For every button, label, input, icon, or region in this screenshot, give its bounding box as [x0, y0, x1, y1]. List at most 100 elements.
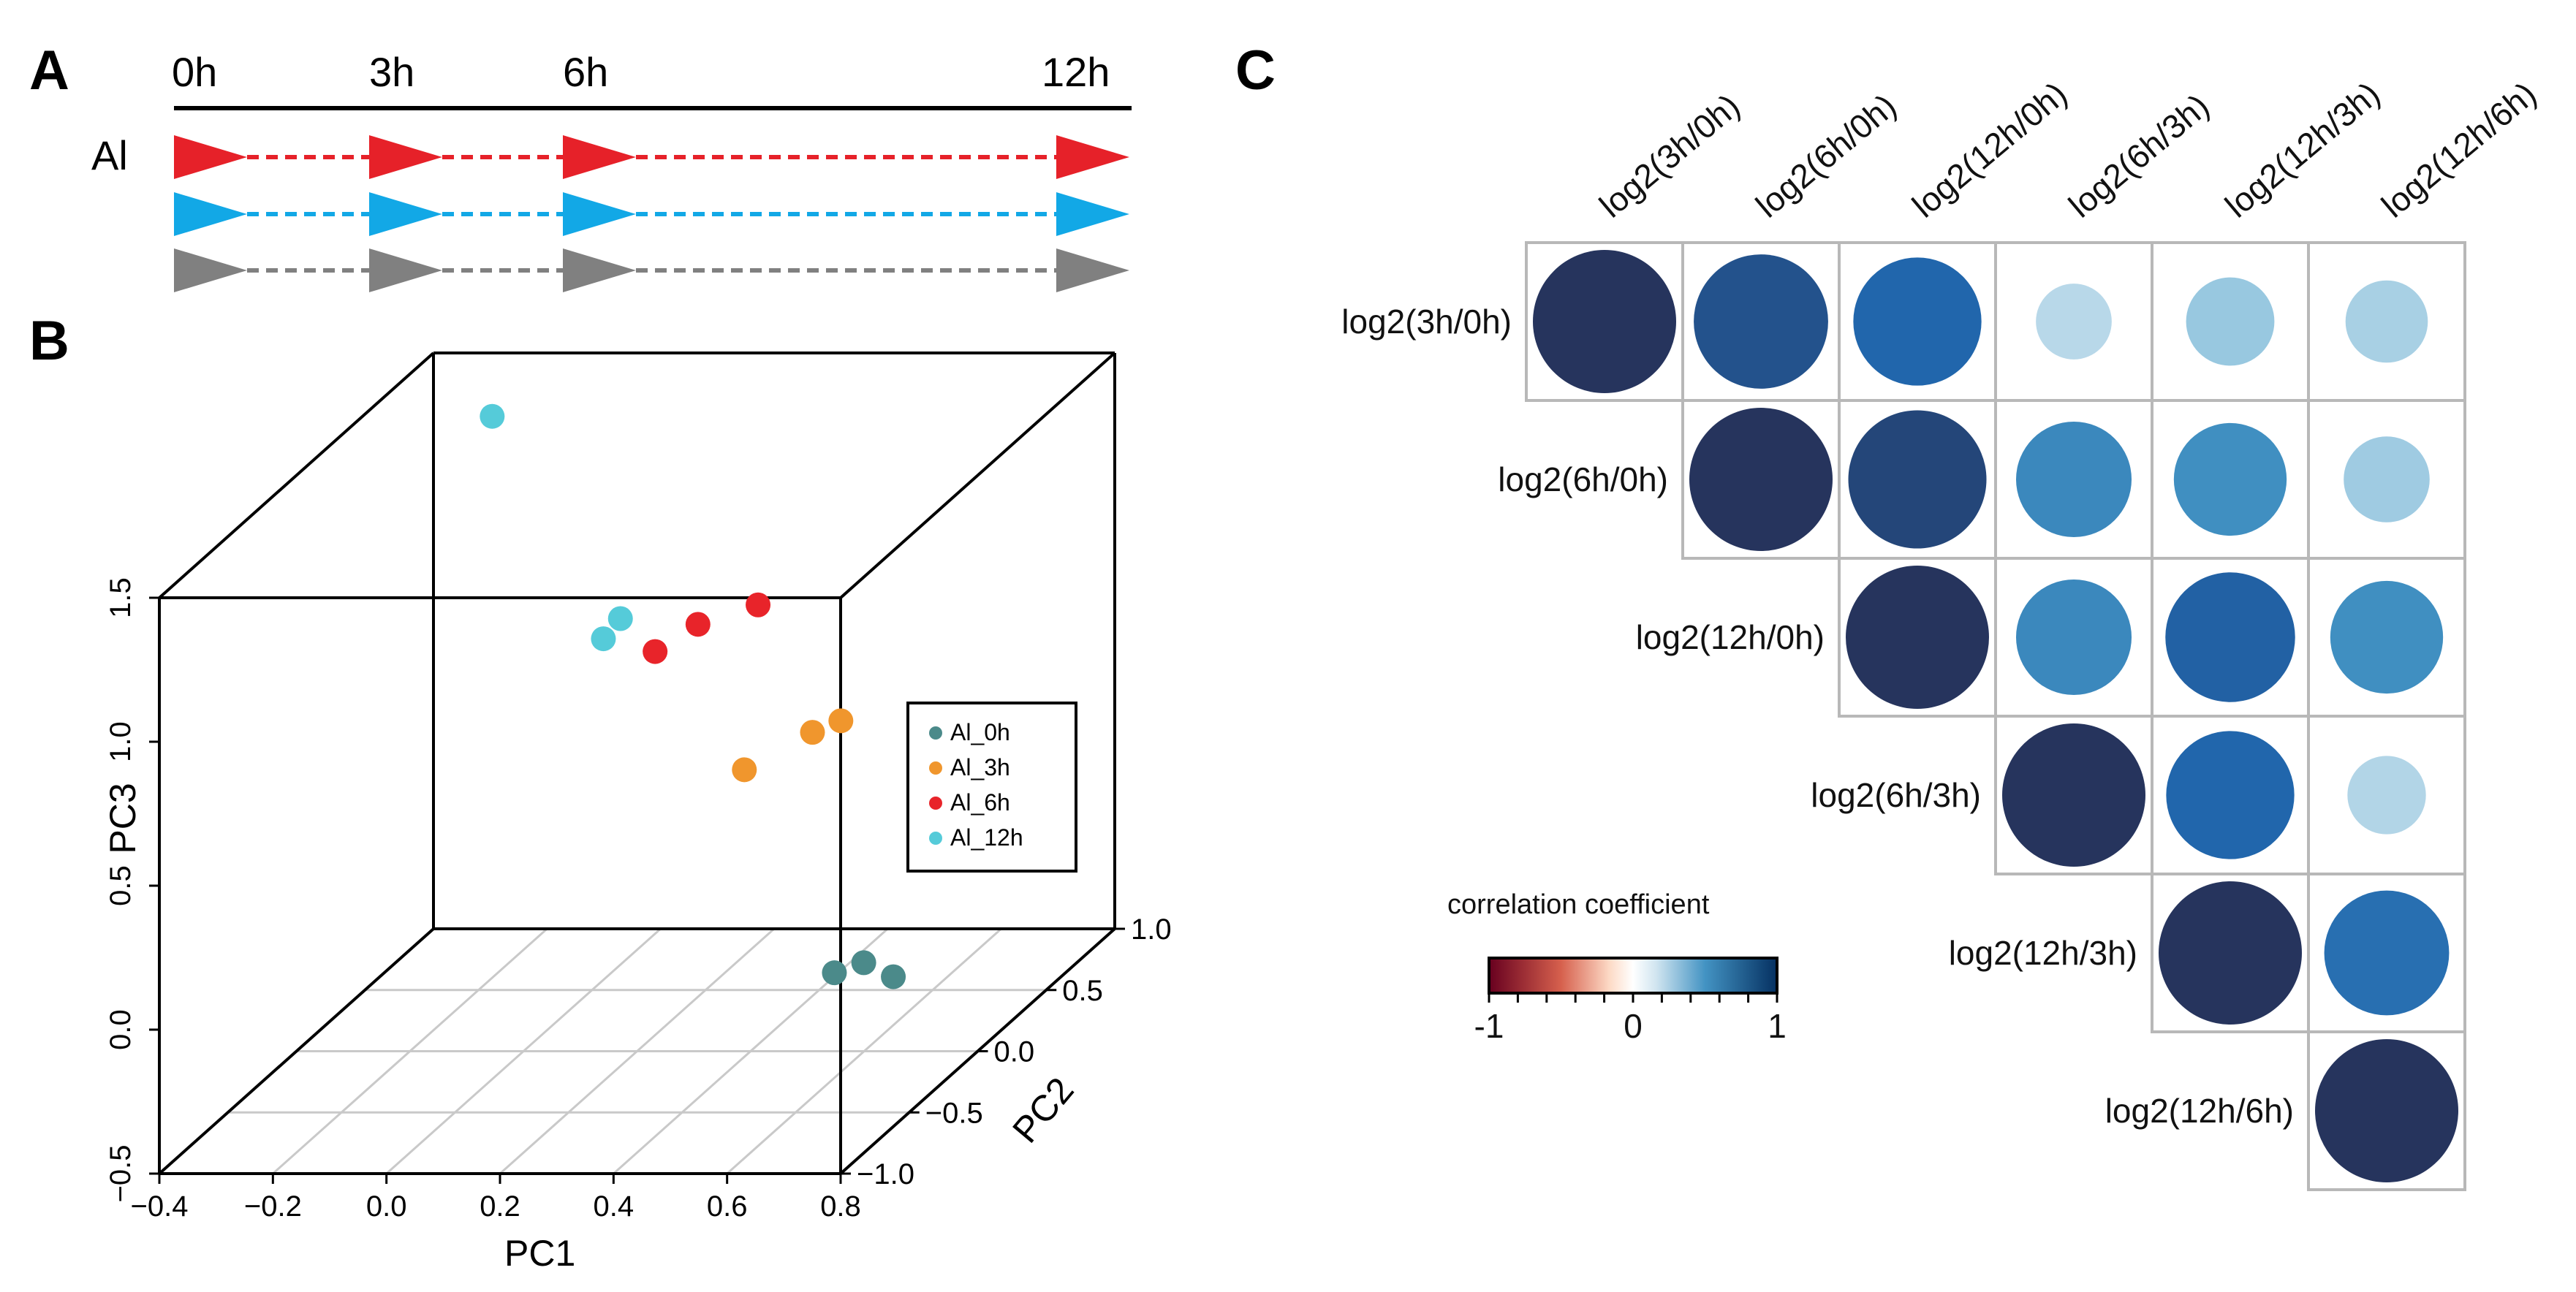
corr-column-label: log2(12h/0h): [1905, 75, 2074, 225]
z-tick-label: 1.5: [105, 577, 137, 618]
legend-marker: [929, 832, 942, 845]
box-edge: [158, 352, 435, 599]
timeline-arrowhead-icon: [174, 192, 247, 236]
corr-circle: [1533, 250, 1676, 393]
pca-points: [480, 403, 906, 989]
timeline-arrowhead-icon: [1056, 135, 1129, 179]
corr-circle: [2173, 422, 2287, 536]
corr-circle: [1848, 410, 1987, 549]
corr-circle: [2159, 881, 2302, 1025]
corr-circle: [2002, 723, 2145, 867]
y-tick-label: 0.5: [1062, 975, 1103, 1007]
colorbar-tick-mid: 0: [1624, 1007, 1643, 1045]
pca-point: [822, 960, 847, 986]
legend-marker: [929, 761, 942, 775]
x-tick-label: 0.4: [594, 1190, 634, 1223]
timeline-panel: 0h 3h 6h 12h Al: [91, 49, 1132, 292]
corr-circle: [2165, 572, 2295, 702]
z-tick-label: 0.0: [105, 1009, 137, 1050]
panel-c-label: C: [1235, 39, 1276, 102]
panel-b-label: B: [29, 310, 69, 372]
z-tick-label: 1.0: [105, 721, 137, 762]
pca-point: [828, 708, 854, 734]
corr-circle: [2315, 1039, 2458, 1182]
corr-circle: [2345, 280, 2428, 363]
pca-tick-labels: −0.4 −0.2 0.0 0.2 0.4 0.6 0.8 −0.5 0.0 0.5 1.0 1.5 −…: [105, 577, 1172, 1223]
corr-circle: [1853, 257, 1982, 386]
legend-marker: [929, 797, 942, 810]
x-tick-label: 0.8: [820, 1190, 861, 1223]
pca-point: [607, 606, 633, 631]
corr-column-label: log2(12h/6h): [2374, 75, 2543, 225]
corr-row-label: log2(6h/0h): [1498, 460, 1668, 498]
pca-floor-grid: [159, 927, 1115, 1175]
corr-column-label: log2(6h/3h): [2061, 86, 2216, 224]
corr-circle: [2015, 421, 2132, 538]
pca-3d-scatter: −0.4 −0.2 0.0 0.2 0.4 0.6 0.8 −0.5 0.0 0.5 1.0 1.5 −…: [102, 352, 1172, 1274]
timeline-arrowhead-icon: [174, 135, 247, 179]
colorbar-gradient: [1488, 957, 1778, 995]
colorbar-tick-min: -1: [1474, 1007, 1504, 1045]
correlation-plot: log2(3h/0h) log2(6h/0h) log2(12h/0h)log2(6…: [1341, 75, 2543, 1191]
y-tick-label: −1.0: [857, 1158, 914, 1190]
pca-point: [591, 626, 616, 652]
corr-row-label: log2(6h/3h): [1811, 776, 1981, 814]
pca-zlabel: PC2: [1004, 1070, 1081, 1151]
pca-point: [685, 612, 711, 637]
timeline-arrowhead-icon: [1056, 192, 1129, 236]
corr-row-label: log2(12h/0h): [1636, 618, 1825, 656]
pca-point: [480, 403, 505, 429]
legend-label: Al_12h: [950, 824, 1023, 851]
corr-cell: [2307, 1030, 2466, 1191]
colorbar-tick-max: 1: [1768, 1007, 1787, 1045]
treatment-label-al: Al: [91, 132, 128, 178]
y-tick-label: 0.0: [994, 1036, 1035, 1068]
corr-circle: [2015, 579, 2132, 696]
timeline-arrowhead-icon: [369, 192, 442, 236]
corr-row-label: log2(3h/0h): [1341, 303, 1512, 341]
x-tick-label: −0.4: [131, 1190, 189, 1223]
timeline-arrowhead-icon: [563, 135, 636, 179]
colorbar-title: correlation coefficient: [1447, 889, 1710, 920]
box-edge: [839, 352, 1116, 599]
time-label-3h: 3h: [369, 49, 414, 95]
timeline-arrowhead-icon: [563, 192, 636, 236]
y-tick-label: 1.0: [1131, 913, 1172, 946]
corr-circle: [2324, 890, 2450, 1016]
timeline-arrowhead-icon: [369, 248, 442, 292]
corr-row-label: log2(12h/3h): [1949, 934, 2137, 972]
pca-point: [643, 639, 668, 664]
corr-circle: [1689, 408, 1833, 551]
corr-column-label: log2(12h/3h): [2218, 75, 2387, 225]
legend-marker: [929, 726, 942, 740]
x-tick-label: −0.2: [244, 1190, 302, 1223]
corr-circle: [2036, 284, 2112, 360]
corr-circle: [2186, 277, 2275, 366]
corr-circle: [2344, 436, 2430, 522]
pca-point: [800, 720, 825, 745]
colorbar: correlation coefficient -1 0 1: [1447, 889, 1787, 1045]
panel-a-label: A: [29, 39, 69, 102]
timeline-arrowhead-icon: [1056, 248, 1129, 292]
pca-point: [732, 757, 757, 783]
corr-circle: [2347, 756, 2426, 835]
legend-label: Al_3h: [950, 754, 1010, 780]
timeline-arrowhead-icon: [174, 248, 247, 292]
legend-label: Al_6h: [950, 789, 1010, 816]
time-label-6h: 6h: [563, 49, 608, 95]
corr-circle: [2166, 731, 2295, 859]
y-tick-label: −0.5: [925, 1097, 983, 1129]
time-label-12h: 12h: [1042, 49, 1110, 95]
pca-legend: Al_0h Al_3h Al_6h Al_12h: [906, 702, 1077, 873]
timeline-arrowhead-icon: [563, 248, 636, 292]
x-tick-label: 0.6: [707, 1190, 748, 1223]
z-tick-label: −0.5: [105, 1145, 137, 1203]
corr-circle: [1694, 254, 1828, 389]
corr-circle: [2330, 580, 2444, 694]
pca-point: [881, 964, 906, 989]
x-tick-label: 0.2: [480, 1190, 520, 1223]
pca-xlabel: PC1: [504, 1233, 575, 1274]
box-edge: [158, 927, 435, 1175]
legend-label: Al_0h: [950, 719, 1010, 745]
